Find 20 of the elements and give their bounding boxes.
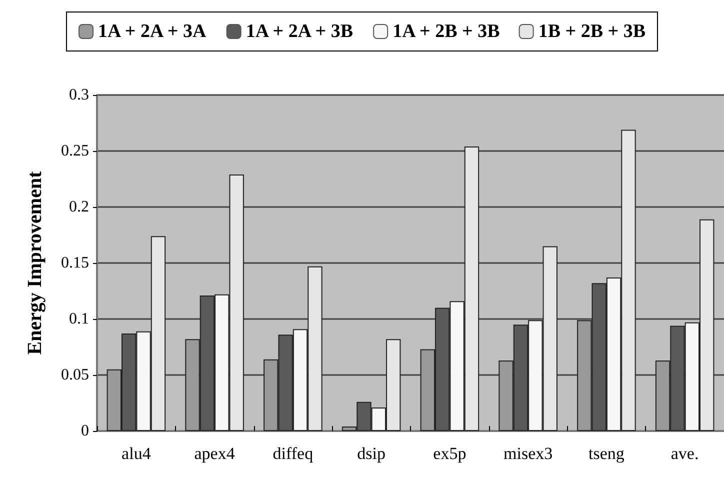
y-tick-label: 0.15 [61, 254, 89, 272]
x-tick-label: ave. [670, 444, 699, 463]
x-tick-label: ex5p [433, 444, 466, 463]
y-tick-label: 0.1 [69, 310, 89, 328]
legend-label: 1A + 2B + 3B [392, 21, 500, 42]
y-axis-title: Energy Improvement [24, 170, 46, 355]
legend-label: 1A + 2A + 3A [98, 21, 207, 42]
x-tick-label: tseng [588, 444, 625, 463]
legend-label: 1A + 2A + 3B [246, 21, 354, 42]
y-tick-label: 0.2 [69, 198, 89, 216]
y-tick-label: 0 [81, 422, 89, 440]
y-tick-label: 0.3 [69, 86, 89, 104]
x-tick-label: diffeq [272, 444, 314, 463]
x-tick-label: dsip [357, 444, 386, 463]
y-tick-label: 0.25 [61, 142, 89, 160]
y-tick-label: 0.05 [61, 366, 89, 384]
legend-label: 1B + 2B + 3B [538, 21, 646, 42]
x-tick-label: misex3 [504, 444, 553, 463]
x-tick-label: apex4 [194, 444, 236, 463]
x-tick-label: alu4 [122, 444, 152, 463]
